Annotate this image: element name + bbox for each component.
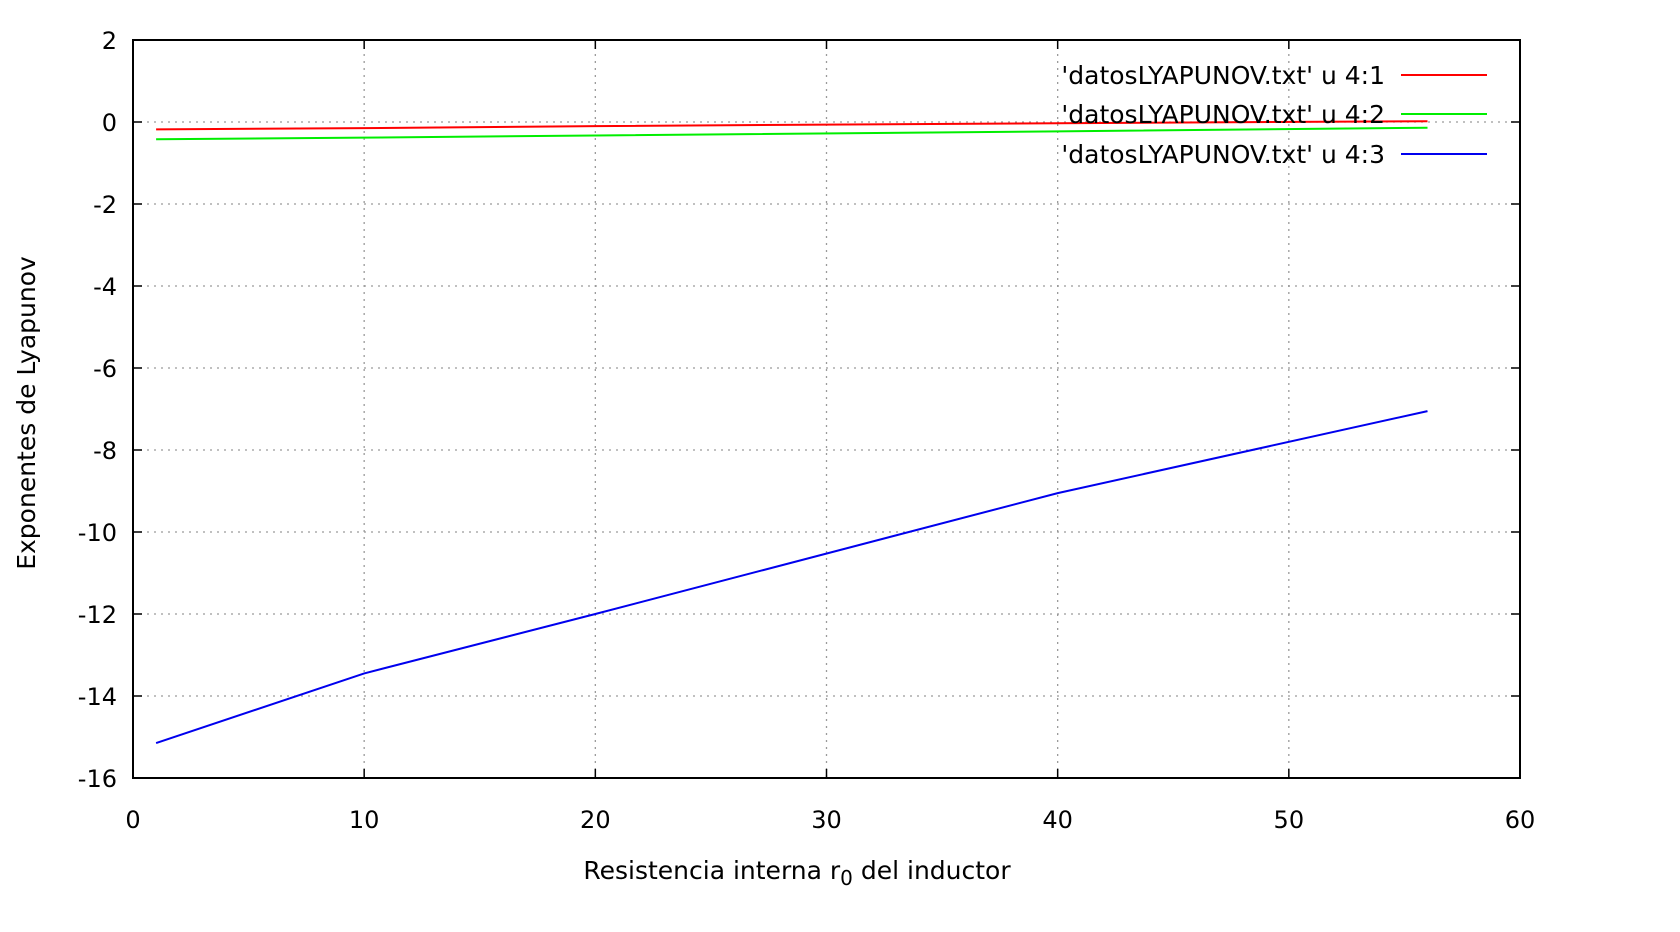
y-tick-label: -8 xyxy=(93,437,117,465)
x-tick-label: 0 xyxy=(125,806,140,834)
x-axis-title: Resistencia interna r0 del inductor xyxy=(583,856,1011,890)
x-tick-label: 10 xyxy=(349,806,380,834)
legend-label-3: 'datosLYAPUNOV.txt' u 4:3 xyxy=(1061,140,1385,169)
x-tick-label: 30 xyxy=(811,806,842,834)
x-axis-title-subscript: 0 xyxy=(840,866,853,890)
x-axis-title-tail: del inductor xyxy=(853,856,1011,885)
series-line-1 xyxy=(156,120,1428,131)
y-tick-label: -2 xyxy=(93,191,117,219)
y-tick-labels: 2 0 -2 -4 -6 -8 -10 -12 -14 -16 xyxy=(78,27,117,793)
y-tick-label: -10 xyxy=(78,519,117,547)
y-tick-label: -12 xyxy=(78,601,117,629)
y-axis-title: Exponentes de Lyapunov xyxy=(12,256,41,570)
x-tick-label: 20 xyxy=(580,806,611,834)
legend: 'datosLYAPUNOV.txt' u 4:1 'datosLYAPUNOV.… xyxy=(1061,61,1487,169)
x-tick-label: 60 xyxy=(1505,806,1536,834)
axis-ticks xyxy=(132,39,1521,779)
y-tick-label: 0 xyxy=(102,109,117,137)
x-tick-labels: 0 10 20 30 40 50 60 xyxy=(125,806,1535,834)
series-line-2 xyxy=(156,126,1428,141)
x-tick-label: 40 xyxy=(1042,806,1073,834)
y-tick-label: -4 xyxy=(93,273,117,301)
y-tick-label: -14 xyxy=(78,683,117,711)
legend-label-2: 'datosLYAPUNOV.txt' u 4:2 xyxy=(1061,100,1385,129)
grid-lines xyxy=(133,40,1520,778)
y-tick-label: -6 xyxy=(93,355,117,383)
series-line-3 xyxy=(155,410,1428,745)
y-tick-label: 2 xyxy=(102,27,117,55)
x-tick-label: 50 xyxy=(1274,806,1305,834)
series-lines xyxy=(155,120,1428,745)
legend-label-1: 'datosLYAPUNOV.txt' u 4:1 xyxy=(1061,61,1385,90)
x-axis-title-main: Resistencia interna r xyxy=(583,856,841,885)
y-tick-label: -16 xyxy=(78,765,117,793)
